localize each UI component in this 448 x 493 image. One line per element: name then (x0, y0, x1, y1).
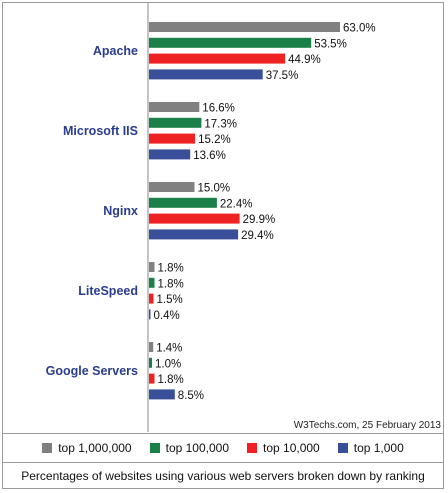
bar-value-label: 15.0% (198, 183, 231, 195)
legend-item-top-10000: top 10,000 (247, 441, 320, 455)
bar-value-label: 44.9% (288, 54, 321, 66)
bar-value-label: 1.8% (158, 263, 184, 275)
bar-value-label: 1.8% (158, 374, 184, 386)
legend-label: top 100,000 (165, 441, 230, 455)
bar (149, 342, 154, 352)
legend-item-top-100000: top 100,000 (149, 441, 230, 455)
category-label: Google Servers (46, 364, 138, 378)
bar (149, 149, 191, 160)
bar (149, 229, 239, 240)
bar-value-label: 15.2% (198, 134, 231, 146)
bars-group: Apache 63.0% 53.5% 44.9% 37.5% Microsoft IIS 1… (46, 22, 376, 402)
bar-value-label: 8.5% (178, 390, 204, 402)
bar-value-label: 16.6% (202, 103, 235, 115)
bar-value-label: 53.5% (314, 38, 347, 50)
bar-value-label: 29.4% (241, 230, 274, 242)
bar (149, 357, 152, 368)
bar-value-label: 1.5% (157, 294, 183, 306)
bar-value-label: 0.4% (154, 310, 180, 322)
category-label: Apache (93, 44, 138, 58)
bar-value-label: 17.3% (204, 118, 237, 130)
bar-value-label: 63.0% (343, 23, 376, 35)
bar-value-label: 22.4% (220, 198, 253, 210)
category-label: LiteSpeed (78, 284, 138, 298)
chart-caption: Percentages of websites using various we… (21, 469, 425, 483)
bar (149, 277, 155, 288)
bar-value-label: 29.9% (243, 214, 276, 226)
bar (149, 69, 263, 80)
bar-chart: Apache 63.0% 53.5% 44.9% 37.5% Microsoft IIS 1… (46, 3, 442, 432)
bar (149, 102, 200, 112)
bar (149, 213, 240, 224)
bar-value-label: 37.5% (266, 70, 299, 82)
bar (149, 182, 195, 192)
bar (149, 373, 155, 384)
category-label: Nginx (103, 204, 138, 218)
bar (149, 22, 340, 32)
bar (149, 389, 175, 400)
bar (149, 53, 286, 64)
legend-swatch (42, 443, 53, 453)
legend-label: top 10,000 (263, 441, 320, 455)
chart-credit: W3Techs.com, 25 February 2013 (294, 420, 442, 431)
legend-label: top 1,000,000 (58, 441, 132, 455)
bar-value-label: 1.0% (155, 358, 181, 370)
bar (149, 133, 196, 144)
legend-label: top 1,000 (353, 441, 404, 455)
legend-swatch (149, 443, 160, 453)
chart-legend: top 1,000,000 top 100,000 top 10,000 top… (3, 433, 443, 463)
chart-frame (2, 2, 444, 489)
bar (149, 309, 151, 320)
bar (149, 197, 217, 208)
bar-value-label: 1.4% (156, 343, 182, 355)
category-label: Microsoft IIS (63, 124, 138, 138)
bar (149, 293, 154, 304)
bar (149, 117, 202, 128)
legend-swatch (247, 443, 258, 453)
bar-value-label: 13.6% (193, 150, 226, 162)
bar (149, 262, 155, 272)
bar-value-label: 1.8% (158, 278, 184, 290)
bar (149, 37, 312, 48)
legend-item-top-1000000: top 1,000,000 (42, 441, 132, 455)
legend-swatch (337, 443, 348, 453)
legend-item-top-1000: top 1,000 (337, 441, 404, 455)
